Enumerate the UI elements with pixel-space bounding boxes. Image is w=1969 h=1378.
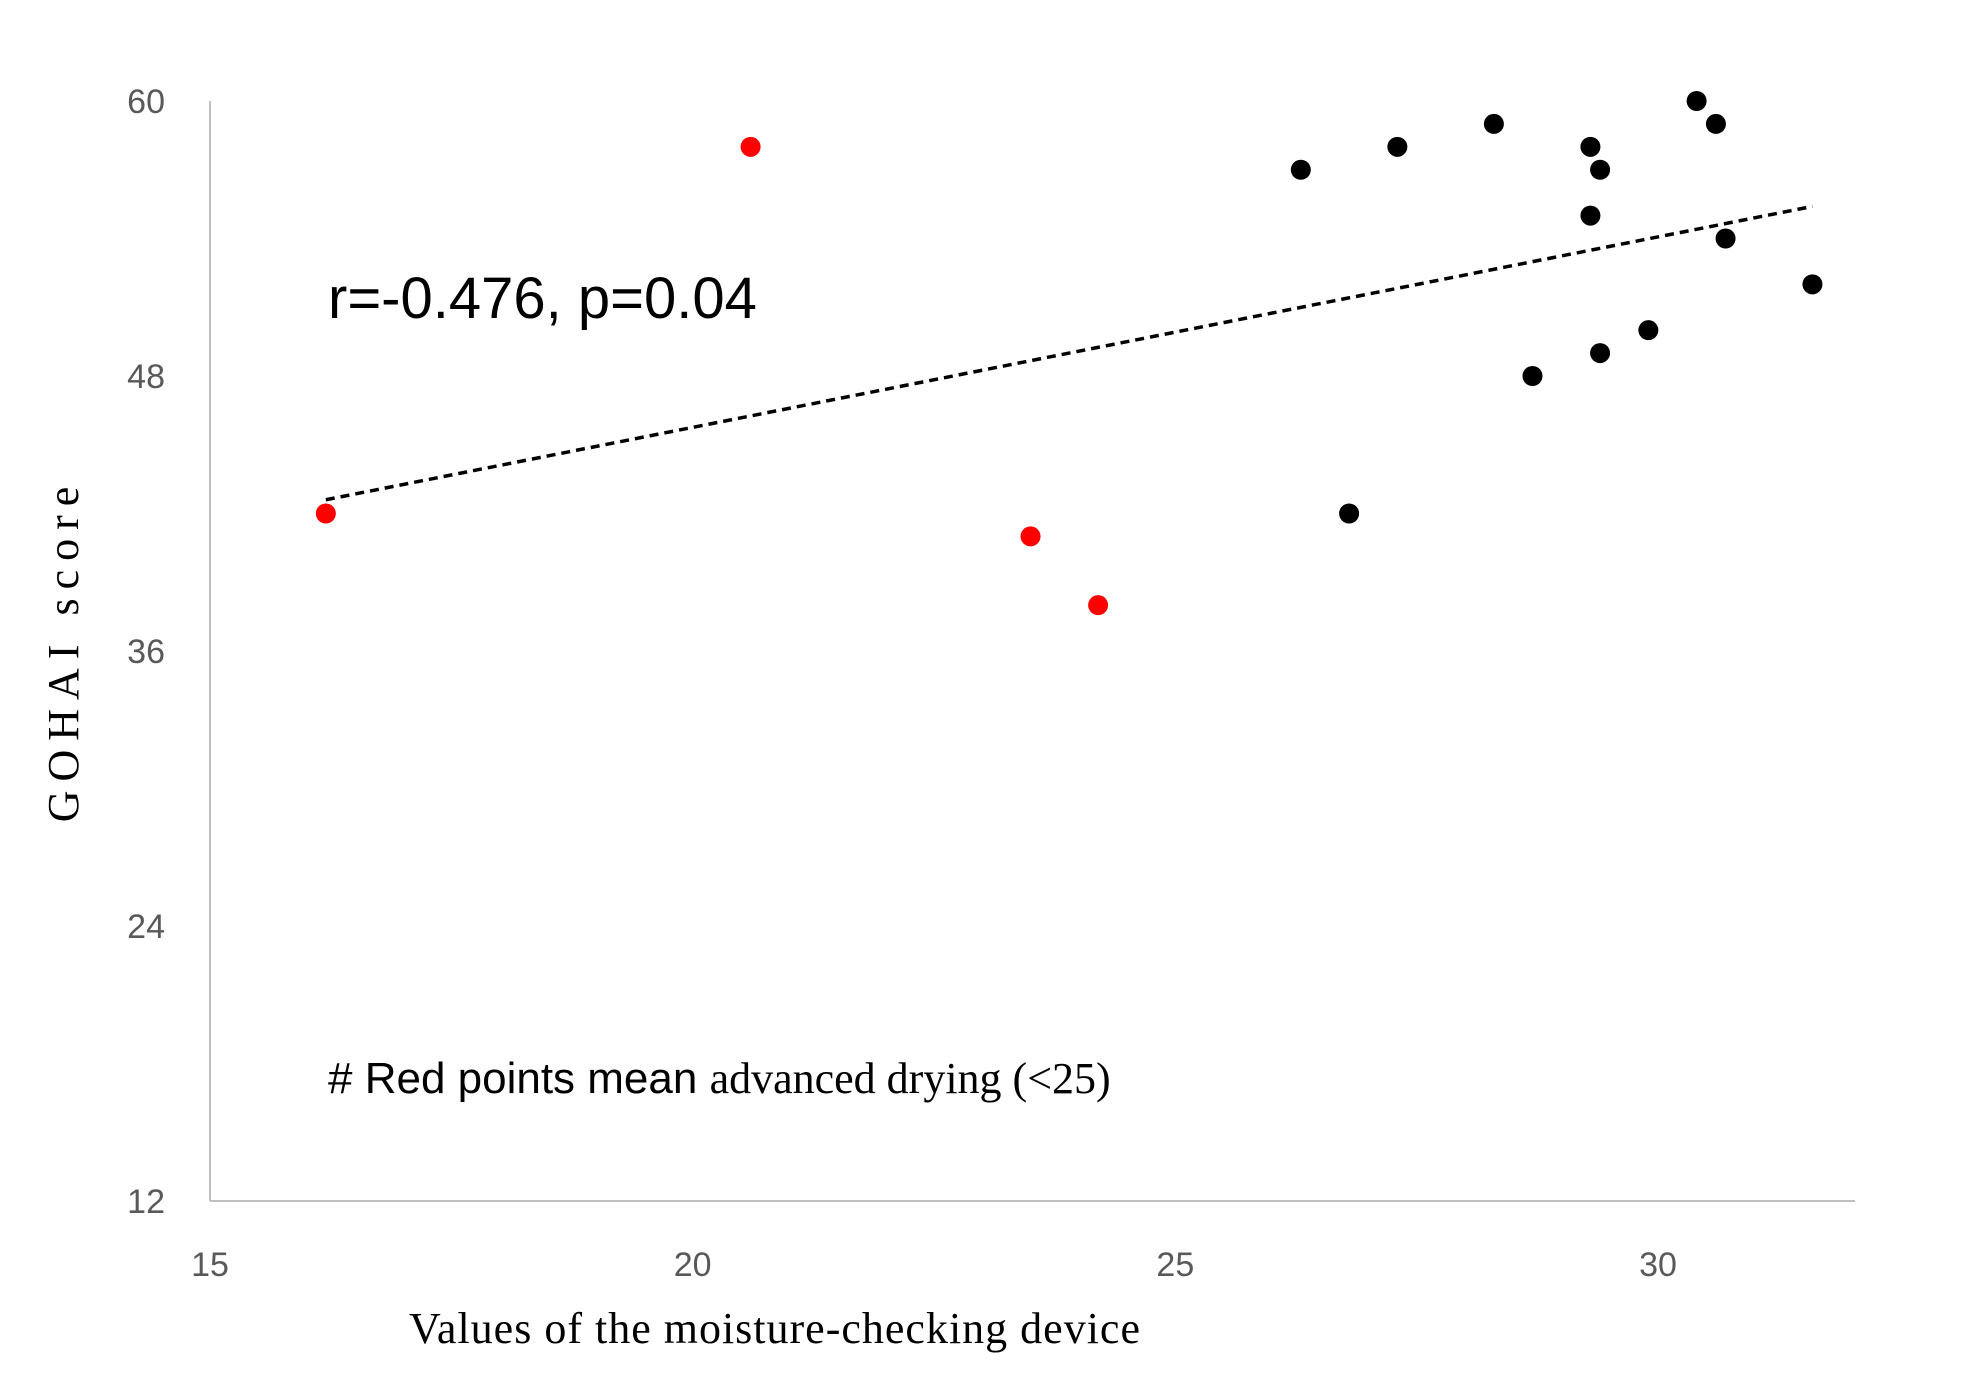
data-point-red (1020, 526, 1041, 547)
y-tick-label: 24 (127, 908, 165, 946)
note-text-serif: advanced drying (<25) (710, 1054, 1111, 1103)
y-tick-label: 48 (127, 358, 165, 396)
data-point-black (1686, 91, 1707, 111)
data-points (315, 91, 1823, 616)
data-point-black (1638, 320, 1659, 341)
y-axis-label: GOHAI score (39, 478, 88, 823)
x-tick-label: 25 (1156, 1246, 1194, 1284)
data-point-black (1802, 274, 1823, 295)
data-point-black (1590, 159, 1611, 180)
data-point-black (1705, 113, 1726, 134)
trendline-group (325, 204, 1813, 502)
x-tick-label: 15 (191, 1246, 229, 1284)
data-point-black (1715, 228, 1736, 249)
data-point-red (315, 503, 336, 524)
note-text-sans: # Red points mean (328, 1054, 710, 1103)
y-tick-label: 12 (127, 1183, 165, 1221)
y-tick-label: 60 (127, 83, 165, 121)
data-point-black (1522, 366, 1543, 386)
note-annotation: # Red points mean advanced drying (<25) (328, 1054, 1111, 1103)
data-point-red (1088, 595, 1109, 616)
data-point-black (1387, 136, 1408, 157)
x-axis-label: Values of the moisture-checking device (409, 1304, 1141, 1353)
stats-annotation: r=-0.476, p=0.04 (328, 266, 757, 331)
x-tick-label: 20 (674, 1246, 712, 1284)
trendline (325, 204, 1813, 502)
y-tick-labels: 12 24 36 48 60 (127, 83, 165, 1221)
data-point-black (1590, 343, 1611, 364)
data-point-black (1483, 113, 1504, 134)
data-point-black (1290, 159, 1311, 180)
data-point-black (1580, 205, 1601, 226)
data-point-red (740, 136, 761, 157)
data-point-black (1580, 136, 1601, 157)
data-point-black (1339, 503, 1360, 524)
axes (209, 101, 1855, 1202)
x-tick-labels: 15 20 25 30 (191, 1246, 1677, 1284)
x-tick-label: 30 (1639, 1246, 1677, 1284)
y-tick-label: 36 (127, 633, 165, 671)
